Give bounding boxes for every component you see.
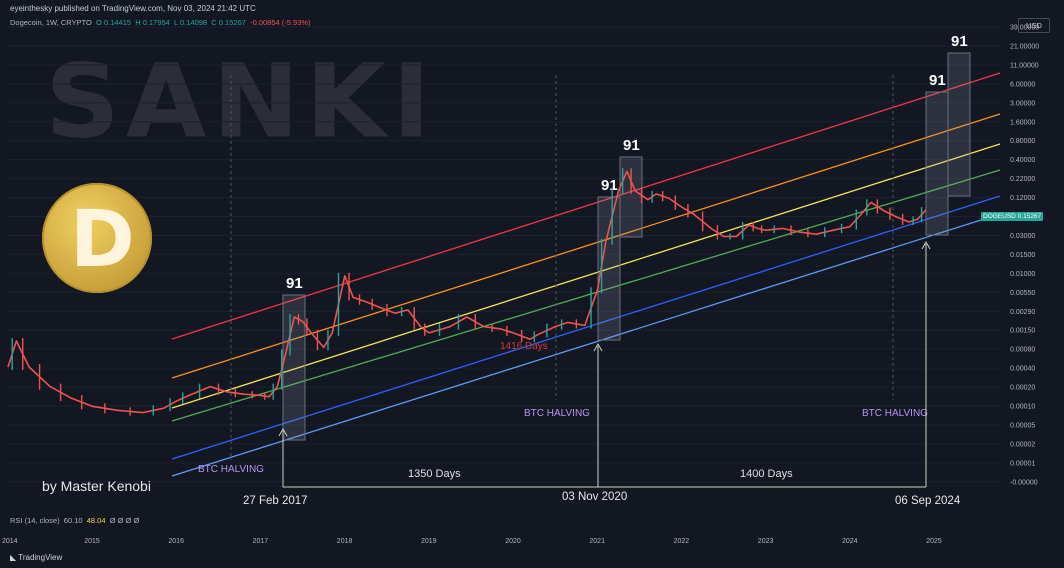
halving-label: BTC HALVING [524,408,590,419]
inline-annotation: 1416 Days [500,341,548,352]
channel-line [171,143,1001,409]
ohlc-change: -0.00854 (-5.93%) [250,18,311,27]
y-tick-label: 6.00000 [1010,81,1035,88]
channel-line [171,169,1001,422]
anchor-date-label: 27 Feb 2017 [243,495,308,507]
y-tick-label: 0.00290 [1010,309,1035,316]
y-tick-label: 39.00000 [1010,25,1039,32]
x-axis: 2014 2015 2016 2017 2018 2019 2020 2021 2022 2023… [2,538,942,545]
rsi-flags: Ø Ø Ø Ø [109,516,140,525]
y-tick-label: 0.03000 [1010,233,1035,240]
price-series [7,168,927,416]
symbol-bar: Dogecoin, 1W, CRYPTO O 0.14415 H 0.17954… [10,18,311,27]
x-tick-label: 2015 [84,538,100,545]
price-line [7,170,927,414]
channel-line [171,72,1001,340]
regression-channels [171,72,1001,477]
y-tick-label: 0.00001 [1010,460,1035,467]
rsi-value-2: 48.04 [86,516,106,525]
cycle-box-label: 91 [286,275,303,292]
x-tick-label: 2017 [253,538,269,545]
x-tick-label: 2016 [168,538,184,545]
x-tick-label: 2023 [758,538,774,545]
x-tick-label: 2020 [505,538,521,545]
y-tick-label: 0.80000 [1010,138,1035,145]
cycle-length-label: 1400 Days [740,468,793,480]
y-tick-label: 0.00002 [1010,441,1035,448]
cycle-length-label: 1350 Days [408,468,461,480]
cycle-box [925,91,949,236]
chart-grid [8,26,1000,483]
cycle-box [282,294,306,441]
y-tick-label: 1.60000 [1010,119,1035,126]
publish-info: eyeinthesky published on TradingView.com… [10,4,256,13]
ohlc-open: O 0.14415 [96,18,132,27]
symbol-name[interactable]: Dogecoin, 1W, CRYPTO [10,18,92,27]
x-tick-label: 2024 [842,538,858,545]
rsi-label: RSI (14, close) [10,516,60,525]
channel-line [171,113,1001,379]
anchor-arrowhead [278,427,288,437]
cycle-box-label: 91 [951,33,968,50]
y-tick-label: 11.00000 [1010,62,1039,69]
halving-label: BTC HALVING [862,408,928,419]
y-tick-label: 3.00000 [1010,100,1035,107]
currency-button[interactable]: USD [1018,18,1050,33]
y-tick-label: 0.00020 [1010,385,1035,392]
logo-letter: D [70,195,135,285]
cycle-box [597,196,621,341]
cycle-box-label: 91 [601,177,618,194]
x-tick-label: 2014 [2,538,18,545]
tradingview-logo[interactable]: ◣ TradingView [10,553,62,562]
ohlc-close: C 0.15267 [211,18,246,27]
price-badge: DOGEUSD 0.15267 [981,212,1044,221]
y-tick-label: 0.40000 [1010,157,1035,164]
dogecoin-logo: D [42,183,152,293]
author-credit: by Master Kenobi [42,478,151,494]
halving-lines: BTC HALVING BTC HALVING BTC HALVING [198,75,928,475]
rsi-legend[interactable]: RSI (14, close) 60.10 48.04 Ø Ø Ø Ø [10,516,139,525]
rsi-value-1: 60.10 [63,516,83,525]
tv-brand: TradingView [18,553,63,562]
anchor-arrowhead [921,240,931,250]
y-tick-label: 0.01000 [1010,271,1035,278]
y-tick-label: 0.00550 [1010,290,1035,297]
x-tick-label: 2025 [926,538,942,545]
channel-line [171,195,1001,460]
halving-label: BTC HALVING [198,464,264,475]
y-tick-label: -0.00000 [1010,479,1038,486]
x-tick-label: 2018 [337,538,353,545]
anchor-arrowhead [593,342,603,352]
annotations: 27 Feb 2017 03 Nov 2020 06 Sep 2024 1350 Da… [243,240,961,507]
tv-icon: ◣ [10,553,17,562]
y-tick-label: 0.00080 [1010,347,1035,354]
anchor-date-label: 06 Sep 2024 [895,495,961,507]
y-tick-label: 21.00000 [1010,43,1039,50]
y-tick-label: 0.00005 [1010,422,1035,429]
y-tick-label: 0.00040 [1010,366,1035,373]
ohlc-high: H 0.17954 [135,18,170,27]
y-tick-label: 0.01500 [1010,252,1035,259]
y-axis: 39.00000 21.00000 11.00000 6.00000 3.00000 1.… [1010,25,1039,487]
cycle-box-label: 91 [929,72,946,89]
anchor-date-label: 03 Nov 2020 [562,491,627,503]
ohlc-low: L 0.14098 [174,18,208,27]
cycle-box-label: 91 [623,137,640,154]
x-tick-label: 2022 [674,538,690,545]
y-tick-label: 0.00010 [1010,404,1035,411]
y-tick-label: 0.22000 [1010,176,1035,183]
channel-line [171,213,1001,477]
cycle-box [947,52,971,197]
y-tick-label: 0.12000 [1010,195,1035,202]
x-tick-label: 2021 [589,538,605,545]
cycle-boxes: 91 91 91 91 91 [282,33,971,441]
x-tick-label: 2019 [421,538,437,545]
y-tick-label: 0.00150 [1010,328,1035,335]
